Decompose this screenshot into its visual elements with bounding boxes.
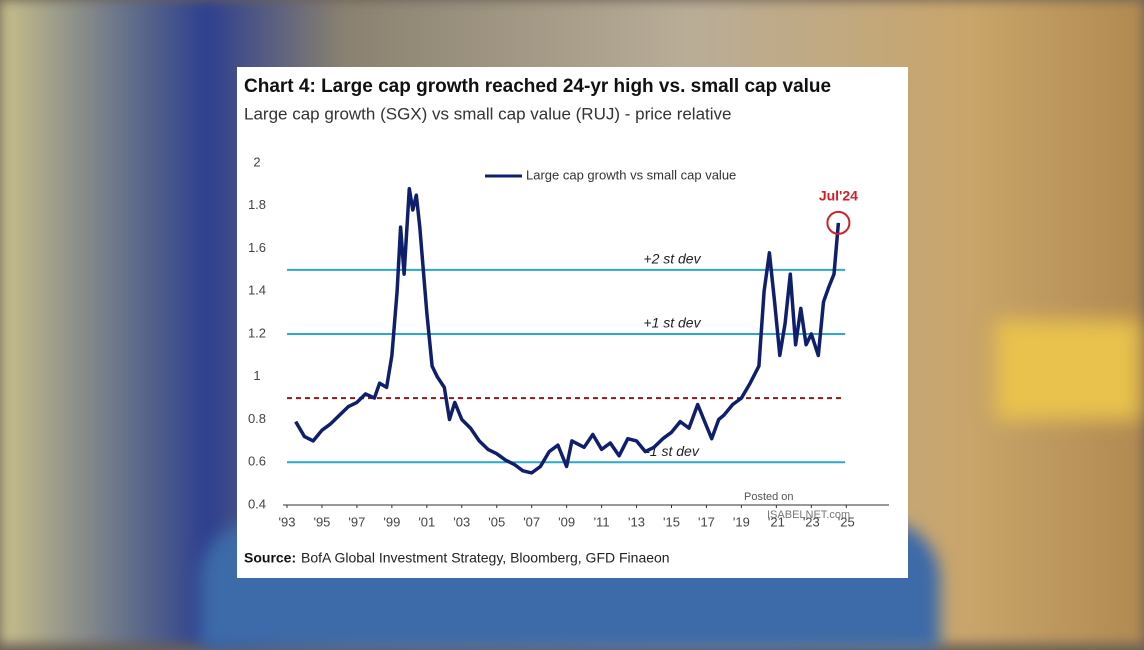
- legend-label: Large cap growth vs small cap value: [526, 167, 736, 182]
- y-tick-label: 2: [253, 154, 260, 169]
- y-tick-label: 0.4: [248, 496, 266, 511]
- y-tick-label: 1.8: [248, 197, 266, 212]
- x-tick-label: '15: [663, 514, 680, 529]
- x-tick-label: '23: [803, 514, 820, 529]
- y-tick-label: 1.2: [248, 325, 266, 340]
- series-line: [294, 186, 841, 475]
- y-tick-label: 0.6: [248, 454, 266, 469]
- watermark: Posted on: [744, 491, 794, 503]
- watermark: ISABELNET.com: [767, 509, 850, 521]
- x-tick-label: '17: [698, 514, 715, 529]
- source-label: Source:: [244, 550, 296, 566]
- reference-label: +2 st dev: [643, 251, 701, 267]
- chart-title: Chart 4: Large cap growth reached 24-yr …: [244, 76, 831, 97]
- y-tick-label: 1.4: [248, 283, 266, 298]
- x-tick-label: '21: [768, 514, 785, 529]
- x-tick-label: '01: [418, 514, 435, 529]
- x-tick-label: '97: [348, 514, 365, 529]
- y-tick-label: 1: [253, 368, 260, 383]
- annotation-circle: [826, 210, 851, 235]
- background-lamp: [995, 320, 1140, 420]
- x-tick-label: '19: [733, 514, 750, 529]
- reference-label: -1 st dev: [645, 443, 700, 459]
- x-tick-label: '05: [488, 514, 505, 529]
- x-tick-label: '25: [838, 514, 855, 529]
- x-tick-label: '03: [453, 514, 470, 529]
- chart-subtitle: Large cap growth (SGX) vs small cap valu…: [244, 104, 732, 123]
- x-tick-label: '95: [313, 514, 330, 529]
- annotation-label: Jul'24: [819, 188, 858, 204]
- chart: Chart 4: Large cap growth reached 24-yr …: [237, 67, 908, 578]
- y-tick-label: 0.8: [248, 411, 266, 426]
- x-tick-label: '11: [594, 514, 610, 529]
- x-tick-label: '93: [279, 514, 296, 529]
- x-tick-label: '07: [523, 514, 540, 529]
- x-tick-label: '09: [558, 514, 575, 529]
- x-tick-label: '13: [628, 514, 645, 529]
- source-text: BofA Global Investment Strategy, Bloombe…: [301, 550, 670, 566]
- x-tick-label: '99: [383, 514, 400, 529]
- reference-label: +1 st dev: [643, 315, 701, 331]
- y-tick-label: 1.6: [248, 240, 266, 255]
